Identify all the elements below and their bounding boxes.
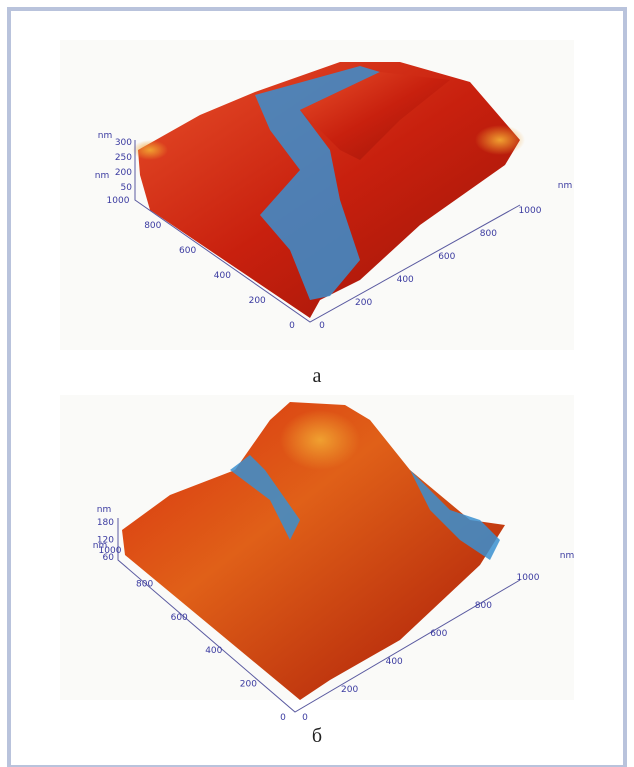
left-tick-label: 200 <box>249 296 266 306</box>
right-tick-label: 600 <box>430 629 447 639</box>
right-tick-label: 1000 <box>519 206 542 216</box>
left-tick-label: 400 <box>214 271 231 281</box>
right-tick-label: 0 <box>319 321 325 331</box>
left-tick-label: 200 <box>240 680 257 690</box>
left-unit: nm <box>93 541 107 551</box>
right-tick-label: 800 <box>475 601 492 611</box>
left-tick-label: 800 <box>136 579 153 589</box>
right-tick-label: 800 <box>480 229 497 239</box>
right-tick-label: 1000 <box>517 573 540 583</box>
page: 300 250 200 50 nm 1000 800 600 400 200 0 nm 0 200 400 6… <box>0 0 634 767</box>
z-tick-label: 180 <box>97 518 114 528</box>
left-tick-label: 600 <box>179 246 196 256</box>
right-unit: nm <box>560 551 574 561</box>
z-tick-label: 50 <box>121 183 133 193</box>
z-unit: nm <box>98 131 112 141</box>
figure: 300 250 200 50 nm 1000 800 600 400 200 0 nm 0 200 400 6… <box>0 0 634 767</box>
caption: б <box>312 725 322 747</box>
left-tick-label: 800 <box>144 221 161 231</box>
right-tick-label: 600 <box>438 252 455 262</box>
right-tick-label: 400 <box>386 657 403 667</box>
surface-highlight <box>132 140 168 160</box>
right-unit: nm <box>558 181 572 191</box>
left-tick-label: 400 <box>205 646 222 656</box>
caption: а <box>313 365 322 387</box>
left-tick-label: 600 <box>171 613 188 623</box>
z-tick-label: 250 <box>115 153 132 163</box>
right-tick-label: 200 <box>341 685 358 695</box>
z-tick-label: 200 <box>115 168 132 178</box>
surface-highlight <box>475 125 525 155</box>
z-tick-label: 300 <box>115 138 132 148</box>
z-unit: nm <box>97 505 111 515</box>
right-tick-label: 0 <box>302 713 308 723</box>
left-tick-label: 0 <box>289 321 295 331</box>
surface-highlight <box>280 410 360 470</box>
right-tick-label: 400 <box>397 275 414 285</box>
left-tick-label: 0 <box>280 713 286 723</box>
left-tick-label: 1000 <box>107 196 130 206</box>
left-unit: nm <box>95 171 109 181</box>
right-tick-label: 200 <box>355 298 372 308</box>
